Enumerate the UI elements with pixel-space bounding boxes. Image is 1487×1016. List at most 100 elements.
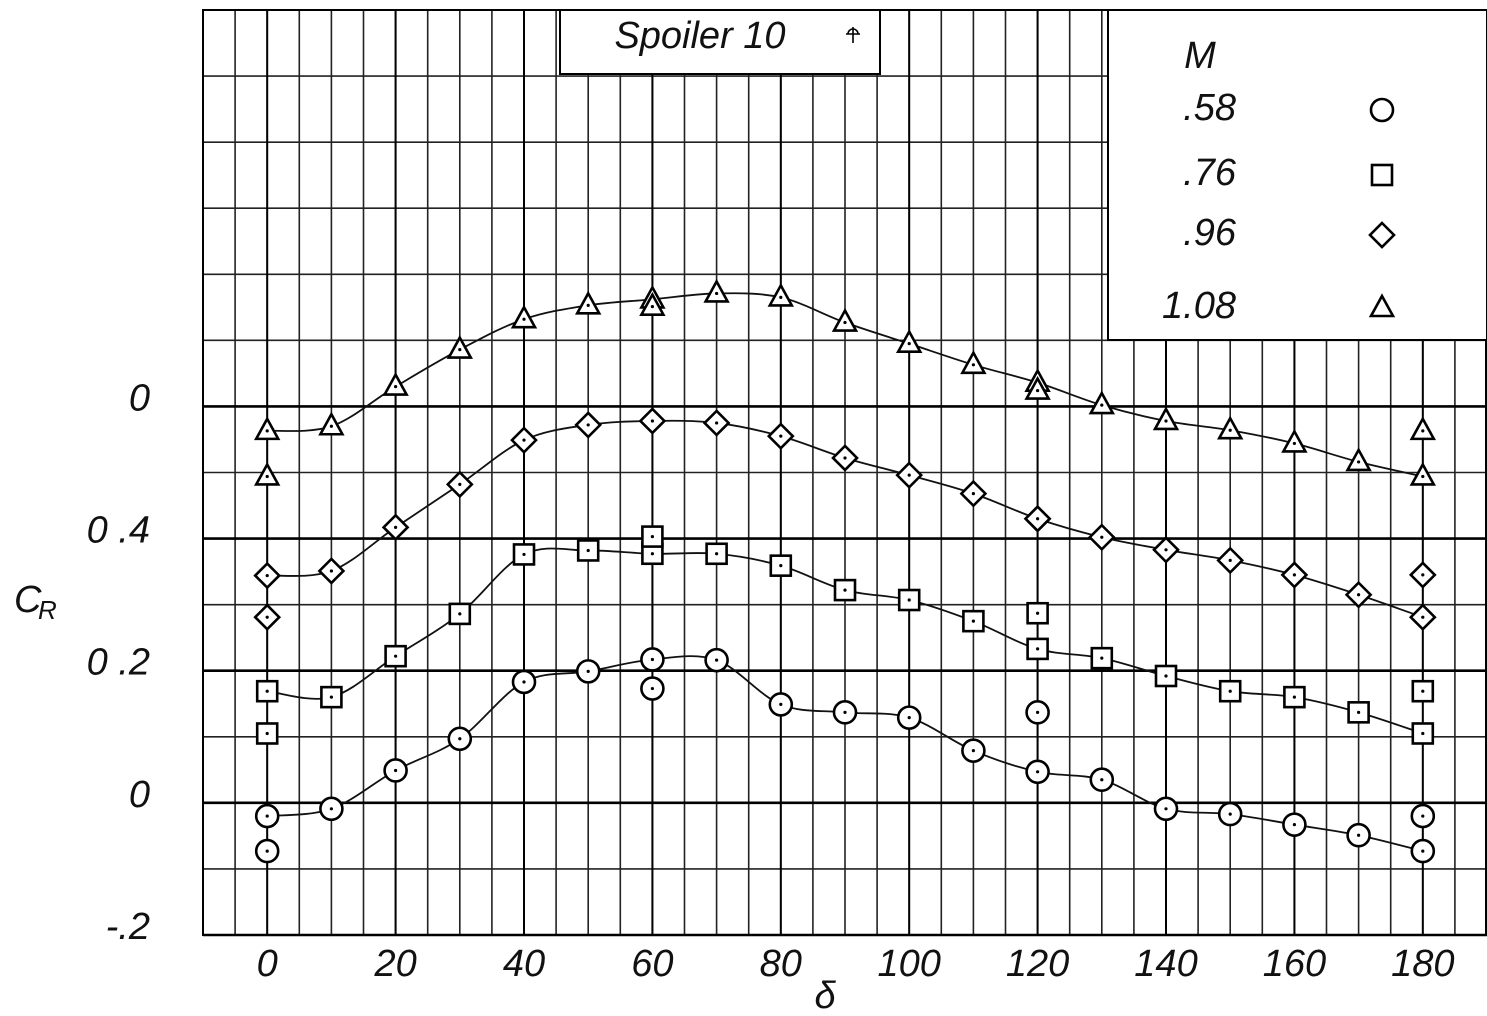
marker-dot — [650, 657, 655, 662]
marker-dot — [394, 385, 398, 389]
data-point — [767, 282, 794, 307]
marker-dot — [715, 421, 719, 425]
data-point — [703, 278, 730, 303]
marker-dot — [1421, 731, 1425, 736]
marker-dot — [1421, 849, 1425, 853]
marker-dot — [1100, 535, 1104, 539]
x-tick-label: 20 — [373, 943, 416, 985]
legend-label: .96 — [1183, 212, 1237, 254]
marker-dot — [265, 429, 269, 433]
marker-dot — [394, 525, 398, 529]
marker-dot — [265, 814, 269, 818]
marker-dot — [1421, 814, 1425, 818]
marker-dot — [650, 419, 655, 423]
data-point — [510, 304, 538, 329]
marker-dot — [265, 474, 269, 479]
marker-dot — [1421, 573, 1425, 577]
marker-dot — [1036, 710, 1040, 714]
legend-box — [1107, 9, 1487, 341]
marker-dot — [650, 686, 655, 691]
marker-dot — [1292, 695, 1296, 699]
marker-dot — [907, 716, 911, 720]
legend-label: .58 — [1183, 87, 1236, 129]
marker-dot — [1164, 674, 1168, 678]
x-tick-label: 160 — [1263, 943, 1326, 985]
marker-dot — [1357, 460, 1361, 464]
data-point — [960, 350, 987, 375]
marker-dot — [1421, 474, 1425, 479]
data-point — [1281, 428, 1308, 453]
legend-marker — [1370, 163, 1394, 187]
data-point — [318, 411, 345, 436]
marker-dot — [522, 680, 526, 684]
marker-dot — [971, 749, 976, 753]
marker-dot — [650, 305, 655, 309]
marker-dot — [394, 768, 398, 773]
data-point — [1088, 390, 1115, 415]
marker-dot — [1228, 689, 1232, 693]
marker-dot — [843, 320, 847, 325]
marker-dot — [1100, 403, 1104, 407]
marker-dot — [265, 689, 269, 693]
marker-dot — [715, 658, 719, 662]
marker-dot — [265, 615, 269, 619]
marker-dot — [329, 695, 333, 699]
x-tick-label: 0 — [257, 943, 278, 985]
marker-dot — [265, 849, 269, 853]
marker-dot — [586, 303, 590, 307]
marker-dot — [1164, 807, 1168, 811]
data-point — [1152, 406, 1180, 431]
repeat-point — [1024, 375, 1051, 400]
data-point — [575, 290, 602, 315]
marker-dot — [1357, 833, 1361, 837]
legend-label: .76 — [1183, 152, 1237, 194]
x-tick-label: 180 — [1391, 943, 1454, 985]
marker-dot — [1292, 441, 1296, 446]
marker-dot — [1228, 558, 1232, 562]
marker-dot — [586, 548, 590, 553]
marker-dot — [907, 598, 911, 602]
marker-dot — [522, 438, 526, 442]
marker-dot — [394, 654, 398, 658]
data-point — [1409, 461, 1436, 486]
title-box — [559, 9, 881, 75]
data-point — [1217, 415, 1244, 440]
y-tick-label: 0 — [129, 774, 150, 816]
repeat-point — [639, 291, 666, 316]
marker-dot — [971, 619, 976, 623]
marker-dot — [329, 807, 333, 811]
title-symbol — [846, 27, 860, 43]
marker-dot — [1100, 656, 1104, 660]
marker-dot — [1421, 429, 1425, 433]
marker-dot — [971, 492, 976, 496]
marker-dot — [907, 342, 911, 346]
data-point — [1345, 447, 1372, 472]
marker-dot — [329, 424, 333, 428]
marker-dot — [1228, 812, 1232, 816]
marker-dot — [779, 564, 783, 568]
marker-dot — [265, 573, 269, 578]
marker-dot — [1421, 689, 1425, 693]
marker-dot — [458, 482, 462, 486]
marker-dot — [715, 291, 719, 296]
marker-dot — [843, 710, 847, 714]
legend-label: 1.08 — [1162, 285, 1236, 327]
marker-dot — [265, 731, 269, 736]
marker-dot — [715, 552, 719, 556]
marker-dot — [779, 434, 783, 438]
marker-dot — [1164, 419, 1168, 423]
marker-dot — [1036, 611, 1040, 615]
marker-dot — [843, 456, 847, 460]
chart-title: Spoiler 10 — [614, 15, 785, 57]
x-tick-label: 60 — [631, 943, 673, 985]
marker-dot — [1357, 710, 1361, 714]
data-point — [831, 307, 859, 332]
x-tick-label: 100 — [877, 943, 940, 985]
marker-dot — [971, 363, 976, 367]
x-axis-label: δ — [814, 975, 836, 1016]
x-tick-label: 40 — [503, 943, 545, 985]
marker-dot — [1292, 823, 1296, 827]
x-tick-label: 120 — [1006, 943, 1069, 985]
marker-dot — [907, 473, 911, 477]
